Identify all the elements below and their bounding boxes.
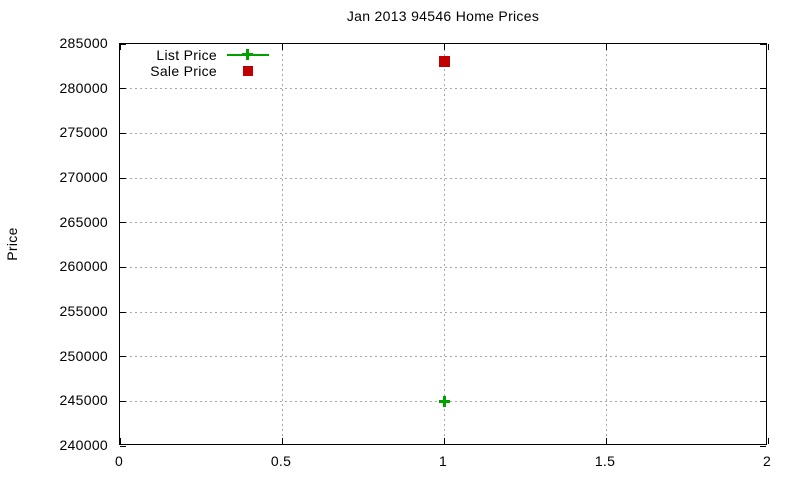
- y-tick-mark: [120, 400, 126, 402]
- y-tick-mark: [120, 222, 126, 224]
- x-tick-mark: [119, 44, 121, 50]
- y-tick-label: 255000: [59, 303, 108, 319]
- gridline-horizontal: [120, 222, 766, 224]
- x-tick-mark: [605, 44, 607, 50]
- x-tick-mark: [119, 438, 121, 444]
- data-point-sale-price: [438, 56, 450, 68]
- legend-label: Sale Price: [150, 63, 217, 79]
- data-point-list-price: [438, 395, 450, 407]
- y-tick-mark: [120, 266, 126, 268]
- y-tick-mark: [120, 356, 126, 358]
- y-axis-label: Price: [4, 227, 20, 261]
- x-tick-mark: [443, 438, 445, 444]
- y-tick-mark: [760, 222, 766, 224]
- plus-icon: [242, 49, 253, 60]
- gridline-vertical: [605, 44, 607, 444]
- legend-label: List Price: [156, 47, 217, 63]
- x-tick-label: 1.5: [594, 453, 616, 469]
- square-icon: [243, 66, 253, 76]
- y-tick-mark: [120, 311, 126, 313]
- y-tick-mark: [120, 177, 126, 179]
- y-tick-label: 270000: [59, 169, 108, 185]
- x-tick-mark: [767, 438, 769, 444]
- x-tick-label: 2: [762, 453, 772, 469]
- y-tick-label: 265000: [59, 213, 108, 230]
- plus-icon: [442, 395, 446, 407]
- gridline-horizontal: [120, 132, 766, 134]
- gridline-horizontal: [120, 177, 766, 179]
- x-tick-mark: [281, 44, 283, 50]
- plus-icon: [246, 49, 249, 60]
- legend: List Price Sale Price: [127, 47, 269, 79]
- gridline-horizontal: [120, 266, 766, 268]
- legend-sample-plus-icon: [227, 47, 269, 63]
- y-tick-label: 275000: [59, 124, 108, 141]
- chart-title: Jan 2013 94546 Home Prices: [346, 8, 540, 24]
- x-tick-mark: [605, 438, 607, 444]
- y-tick-mark: [760, 445, 766, 447]
- y-tick-mark: [120, 445, 126, 447]
- y-tick-mark: [760, 43, 766, 45]
- x-tick-label: 0.5: [270, 453, 292, 469]
- y-tick-label: 250000: [59, 347, 108, 364]
- gridline-vertical: [281, 44, 283, 444]
- y-tick-label: 285000: [59, 35, 108, 51]
- y-tick-label: 260000: [59, 258, 108, 275]
- y-tick-mark: [760, 311, 766, 313]
- gridline-vertical: [443, 44, 445, 444]
- legend-item-sale-price: Sale Price: [127, 63, 269, 79]
- y-tick-label: 240000: [59, 437, 108, 453]
- legend-item-list-price: List Price: [127, 47, 269, 63]
- gridline-horizontal: [120, 88, 766, 90]
- gridline-horizontal: [120, 311, 766, 313]
- y-tick-label: 245000: [59, 392, 108, 409]
- x-tick-label: 0: [114, 453, 124, 469]
- y-tick-mark: [120, 88, 126, 90]
- x-tick-mark: [767, 44, 769, 50]
- x-tick-mark: [443, 44, 445, 50]
- gridline-horizontal: [120, 356, 766, 358]
- y-tick-mark: [760, 132, 766, 134]
- y-tick-mark: [760, 88, 766, 90]
- y-tick-mark: [760, 400, 766, 402]
- y-tick-mark: [760, 356, 766, 358]
- y-tick-mark: [760, 266, 766, 268]
- y-tick-mark: [760, 177, 766, 179]
- legend-sample-square-icon: [227, 63, 269, 79]
- y-tick-mark: [120, 132, 126, 134]
- y-tick-label: 280000: [59, 79, 108, 96]
- y-tick-mark: [120, 43, 126, 45]
- x-tick-label: 1: [438, 453, 448, 469]
- x-tick-mark: [281, 438, 283, 444]
- plot-area: [119, 43, 769, 447]
